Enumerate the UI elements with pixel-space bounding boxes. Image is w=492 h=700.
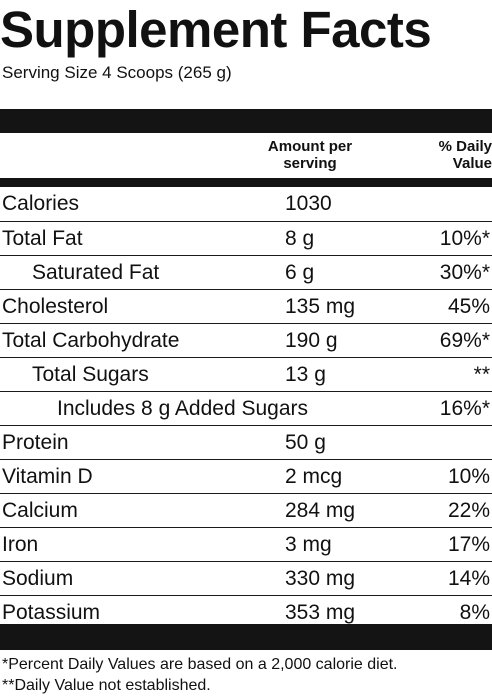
nutrient-name: Potassium <box>2 601 101 624</box>
amount-column-header: Amount per serving <box>267 138 353 172</box>
top-divider-bar <box>0 109 492 133</box>
nutrient-daily-value: 10% <box>447 465 490 488</box>
serving-size: Serving Size 4 Scoops (265 g) <box>2 63 232 82</box>
nutrient-row-iron: Iron 3 mg 17% <box>0 527 492 561</box>
nutrient-daily-value: 22% <box>447 499 490 522</box>
daily-value-column-header: % Daily Value <box>438 138 492 172</box>
nutrient-daily-value: 30%* <box>439 261 490 284</box>
nutrient-row-cholesterol: Cholesterol 135 mg 45% <box>0 289 492 323</box>
nutrient-amount: 50 g <box>285 431 326 454</box>
nutrient-name: Total Fat <box>2 227 83 250</box>
nutrient-amount: 8 g <box>285 227 315 250</box>
nutrient-row-sodium: Sodium 330 mg 14% <box>0 561 492 595</box>
nutrient-row-calories: Calories 1030 <box>0 187 492 221</box>
nutrient-daily-value: 69%* <box>439 329 490 352</box>
nutrient-amount: 353 mg <box>285 601 356 624</box>
footnote-not-established: **Daily Value not established. <box>2 677 211 694</box>
nutrient-daily-value: 17% <box>447 533 490 556</box>
nutrient-amount: 6 g <box>285 261 315 284</box>
nutrient-name: Calcium <box>2 499 78 522</box>
nutrient-daily-value: 10%* <box>439 227 490 250</box>
nutrient-amount: 284 mg <box>285 499 356 522</box>
nutrient-row-calcium: Calcium 284 mg 22% <box>0 493 492 527</box>
nutrient-amount: 3 mg <box>285 533 332 556</box>
nutrient-row-vitamin-d: Vitamin D 2 mcg 10% <box>0 459 492 493</box>
nutrient-row-saturated-fat: Saturated Fat 6 g 30%* <box>0 255 492 289</box>
nutrient-name: Sodium <box>2 567 74 590</box>
nutrient-name: Vitamin D <box>2 465 93 488</box>
nutrient-amount: 13 g <box>285 363 326 386</box>
nutrient-name: Iron <box>2 533 39 556</box>
nutrient-name: Saturated Fat <box>32 261 160 284</box>
bottom-divider-bar <box>0 624 492 650</box>
nutrient-row-total-fat: Total Fat 8 g 10%* <box>0 221 492 255</box>
nutrient-row-total-carbohydrate: Total Carbohydrate 190 g 69%* <box>0 323 492 357</box>
nutrient-name: Total Carbohydrate <box>2 329 180 352</box>
footnote-percent-daily-value: *Percent Daily Values are based on a 2,0… <box>2 656 398 673</box>
nutrient-daily-value: 45% <box>447 295 490 318</box>
nutrient-name: Calories <box>2 192 80 215</box>
nutrient-amount: 330 mg <box>285 567 356 590</box>
panel-title: Supplement Facts <box>0 1 432 58</box>
nutrient-row-total-sugars: Total Sugars 13 g ** <box>0 357 492 391</box>
header-divider-bar <box>0 178 492 187</box>
nutrient-name: Protein <box>2 431 69 454</box>
nutrient-row-added-sugars: Includes 8 g Added Sugars 16%* <box>0 391 492 425</box>
nutrient-row-protein: Protein 50 g <box>0 425 492 459</box>
nutrient-amount: 135 mg <box>285 295 356 318</box>
nutrient-amount: 1030 <box>285 192 332 215</box>
nutrient-daily-value: 16%* <box>439 397 490 420</box>
nutrient-name: Cholesterol <box>2 295 109 318</box>
nutrient-name: Total Sugars <box>32 363 149 386</box>
nutrient-amount: 2 mcg <box>285 465 343 488</box>
nutrient-daily-value: 8% <box>459 601 490 624</box>
nutrient-daily-value: 14% <box>447 567 490 590</box>
nutrient-name: Includes 8 g Added Sugars <box>57 397 309 420</box>
nutrient-amount: 190 g <box>285 329 338 352</box>
nutrient-row-potassium: Potassium 353 mg 8% <box>0 595 492 624</box>
nutrient-daily-value: ** <box>473 363 490 386</box>
